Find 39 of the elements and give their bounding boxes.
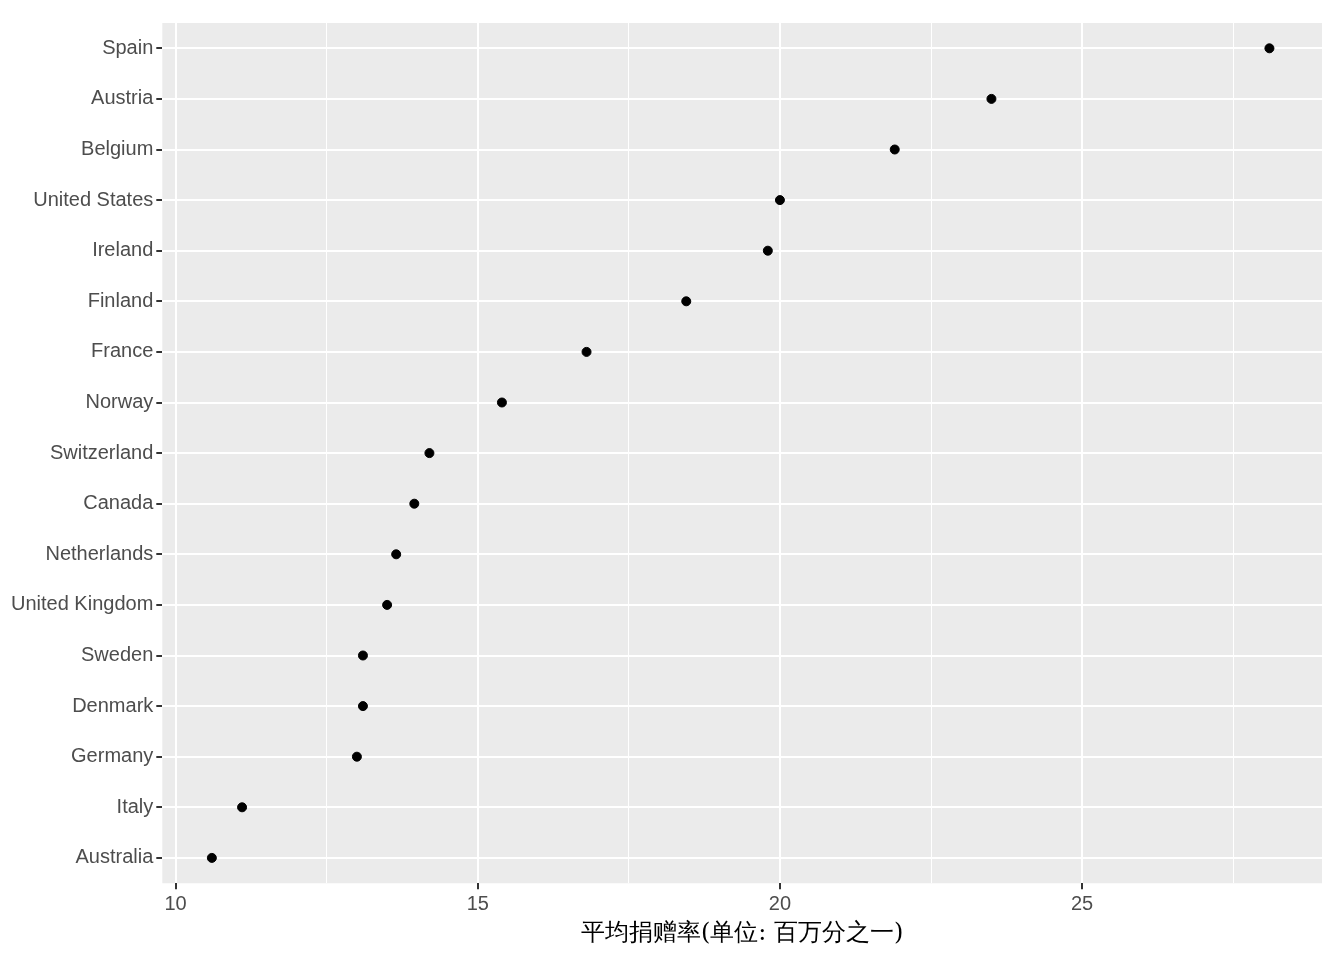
- point: [889, 144, 900, 155]
- point: [357, 650, 368, 661]
- y-tick-label: Austria: [91, 86, 155, 109]
- point: [351, 751, 362, 762]
- y-tick-label: Belgium: [81, 137, 154, 160]
- point: [409, 498, 420, 509]
- point: [391, 549, 402, 560]
- y-tick-label: Germany: [71, 744, 154, 767]
- y-tick-label: Ireland: [92, 238, 154, 261]
- y-tick-label: France: [91, 339, 154, 362]
- y-tick-label: United States: [33, 187, 154, 210]
- y-tick-label: Spain: [102, 35, 154, 58]
- y-tick-label: Switzerland: [49, 440, 154, 463]
- point: [986, 93, 997, 104]
- y-tick-label: Netherlands: [45, 541, 154, 564]
- x-tick-label: 10: [164, 891, 187, 914]
- x-axis-title: 平均捐赠率(单位: 百万分之一): [580, 917, 904, 946]
- point: [581, 346, 592, 357]
- x-tick-label: 25: [1070, 891, 1094, 914]
- y-tick-label: Denmark: [72, 693, 155, 716]
- x-tick-label: 15: [466, 891, 489, 914]
- point: [762, 245, 773, 256]
- y-tick-label: Sweden: [81, 643, 154, 666]
- y-tick-label: Norway: [85, 390, 154, 413]
- y-tick-label: United Kingdom: [10, 592, 154, 615]
- y-tick-label: Canada: [83, 491, 155, 514]
- y-tick-label: Finland: [87, 288, 154, 311]
- y-tick-label: Italy: [116, 794, 154, 817]
- point: [496, 397, 507, 408]
- point: [357, 701, 368, 712]
- point: [1264, 43, 1275, 54]
- point: [424, 448, 435, 459]
- y-tick-label: Australia: [75, 845, 155, 868]
- point: [206, 852, 217, 863]
- point: [774, 195, 785, 206]
- point: [237, 802, 248, 813]
- point: [681, 296, 692, 307]
- point: [382, 599, 393, 610]
- x-tick-label: 20: [768, 891, 792, 914]
